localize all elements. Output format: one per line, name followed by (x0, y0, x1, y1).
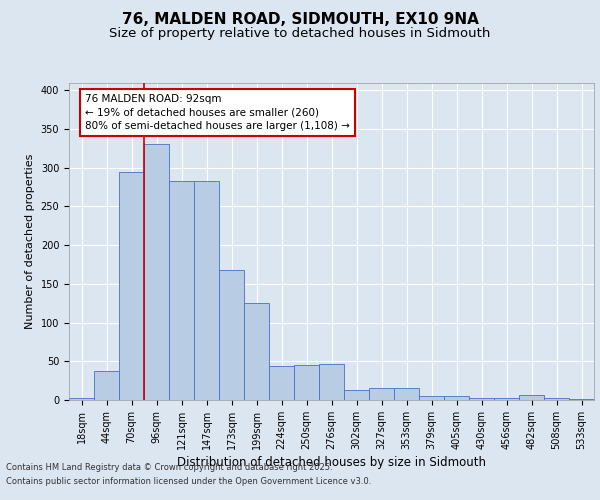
Text: 76, MALDEN ROAD, SIDMOUTH, EX10 9NA: 76, MALDEN ROAD, SIDMOUTH, EX10 9NA (122, 12, 478, 28)
Text: 76 MALDEN ROAD: 92sqm
← 19% of detached houses are smaller (260)
80% of semi-det: 76 MALDEN ROAD: 92sqm ← 19% of detached … (85, 94, 350, 130)
Bar (519, 396, 544, 400)
Bar (119, 172, 144, 400)
Bar (469, 398, 494, 400)
Text: Contains HM Land Registry data © Crown copyright and database right 2025.: Contains HM Land Registry data © Crown c… (6, 462, 332, 471)
Bar (194, 181, 219, 400)
Bar (244, 303, 269, 400)
Text: Contains public sector information licensed under the Open Government Licence v3: Contains public sector information licen… (6, 478, 371, 486)
Bar (344, 390, 369, 400)
X-axis label: Distribution of detached houses by size in Sidmouth: Distribution of detached houses by size … (177, 456, 486, 469)
Y-axis label: Number of detached properties: Number of detached properties (25, 154, 35, 329)
Bar (569, 399, 594, 400)
Bar (294, 365, 319, 400)
Bar (144, 144, 169, 400)
Bar (369, 388, 394, 400)
Bar (269, 366, 294, 400)
Bar (419, 396, 444, 400)
Text: Size of property relative to detached houses in Sidmouth: Size of property relative to detached ho… (109, 28, 491, 40)
Bar (169, 181, 194, 400)
Bar (319, 364, 344, 400)
Bar (444, 396, 469, 400)
Bar (494, 398, 519, 400)
Bar (219, 270, 244, 400)
Bar (544, 398, 569, 400)
Bar (69, 398, 94, 400)
Bar (94, 370, 119, 400)
Bar (394, 388, 419, 400)
